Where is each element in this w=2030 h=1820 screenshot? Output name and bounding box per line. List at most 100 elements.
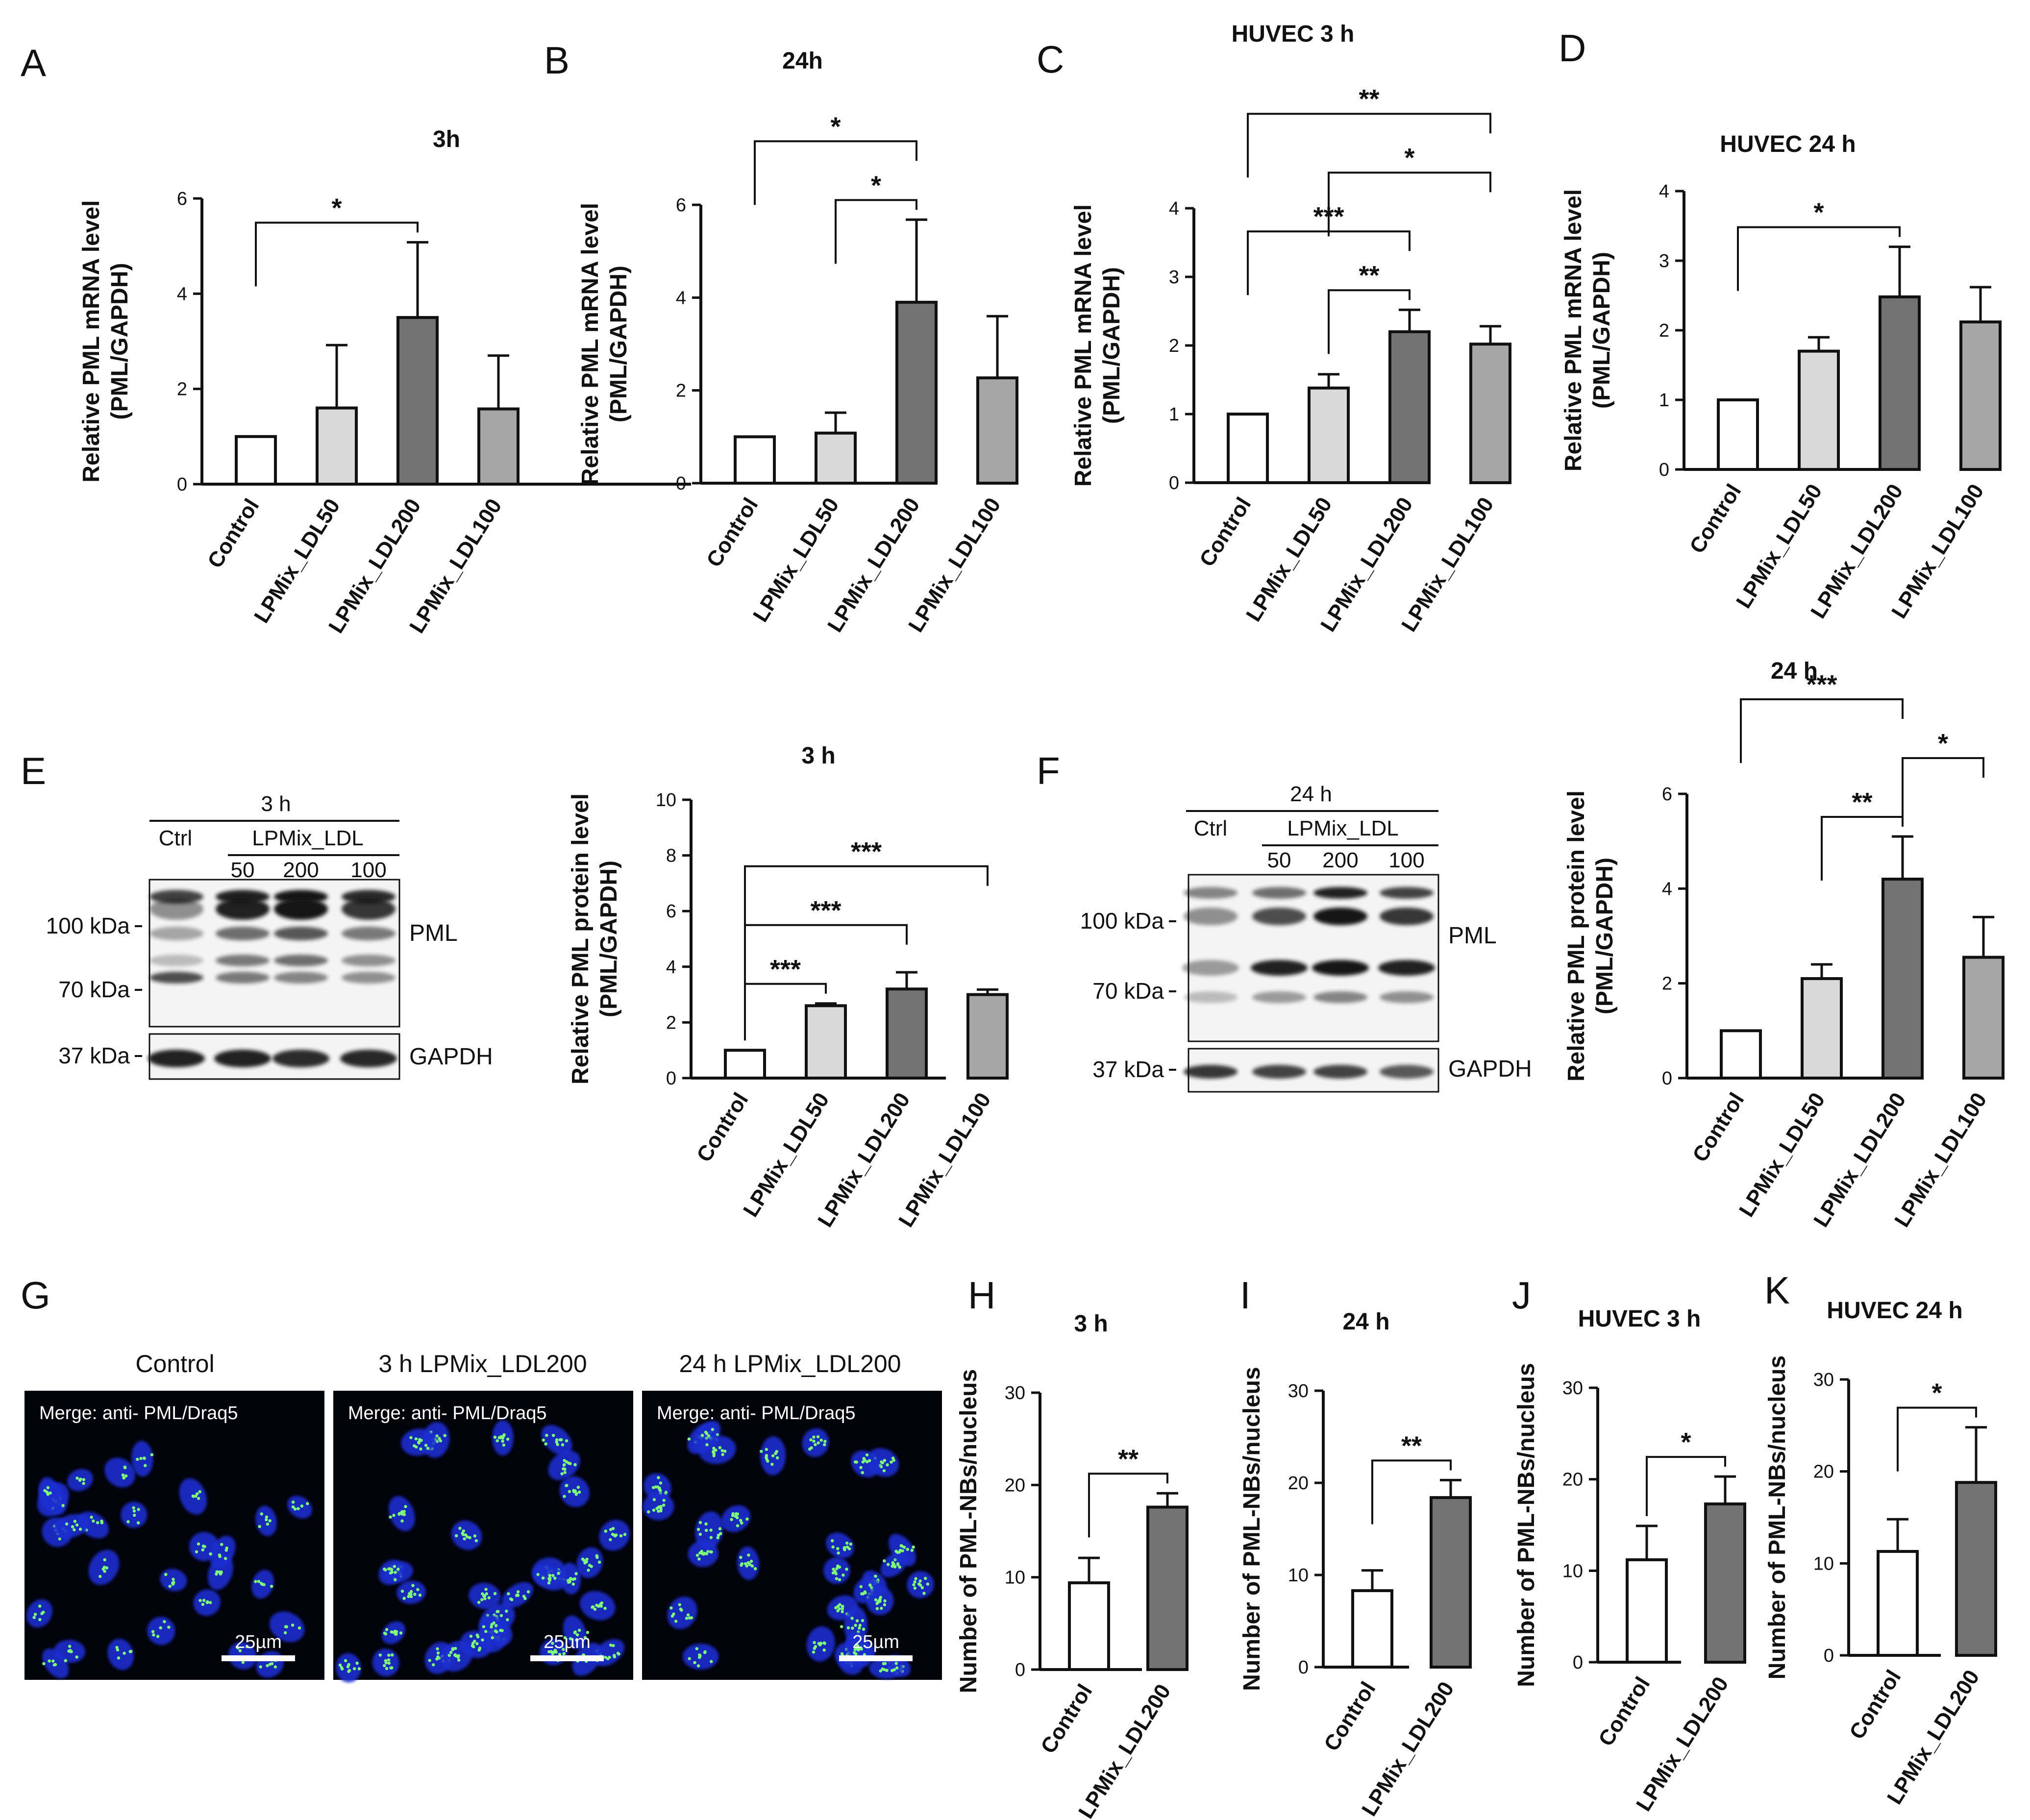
pml-nb-dot bbox=[576, 1485, 580, 1489]
pml-nb-dot bbox=[562, 1648, 565, 1651]
pml-nb-dot bbox=[604, 1529, 608, 1533]
pml-nb-dot bbox=[652, 1498, 656, 1501]
bar-lpmix-ldl200 bbox=[895, 300, 938, 485]
blot-band bbox=[216, 927, 270, 940]
pml-nb-dot bbox=[202, 1599, 206, 1602]
blot-band bbox=[342, 972, 396, 984]
y-axis-label: Relative PML protein level bbox=[1563, 790, 1589, 1082]
y-tick-label: 4 bbox=[1169, 198, 1179, 219]
pml-nb-dot bbox=[159, 1626, 162, 1630]
blot-band bbox=[1182, 960, 1239, 976]
pml-nb-dot bbox=[573, 1463, 577, 1467]
significance-bracket bbox=[1737, 226, 1901, 291]
y-axis-label: (PML/GAPDH) bbox=[107, 263, 133, 420]
pml-nb-dot bbox=[499, 1435, 503, 1438]
y-tick-label: 1 bbox=[1659, 390, 1669, 411]
pml-nb-dot bbox=[208, 1601, 212, 1604]
pml-nb-dot bbox=[696, 1527, 700, 1531]
significance-label: *** bbox=[770, 955, 801, 984]
pml-nb-dot bbox=[46, 1493, 50, 1496]
pml-nb-dot bbox=[563, 1495, 566, 1498]
blot-band bbox=[1380, 908, 1434, 925]
pml-nb-dot bbox=[719, 1532, 722, 1535]
bar-control bbox=[1720, 1029, 1762, 1080]
pml-nb-dot bbox=[409, 1436, 413, 1439]
pml-nb-dot bbox=[817, 1441, 820, 1445]
pml-nb-dot bbox=[502, 1443, 506, 1447]
pml-nb-dot bbox=[548, 1574, 551, 1577]
pml-nb-dot bbox=[164, 1573, 168, 1576]
blot-e-dose-50: 50 bbox=[231, 858, 255, 882]
pml-nb-dot bbox=[698, 1521, 702, 1525]
blot-e-ctrl-label: Ctrl bbox=[159, 826, 192, 850]
pml-nb-dot bbox=[291, 1500, 295, 1504]
chart-d: HUVEC 24 h 0 1 2 3 4 Relative PML mRNA level (P… bbox=[1560, 131, 2002, 623]
y-tick-label: 20 bbox=[1288, 1473, 1309, 1494]
micrograph-3h-ldl200: Merge: anti- PML/Draq5 25µm bbox=[333, 1391, 633, 1683]
pml-nb-dot bbox=[611, 1527, 615, 1530]
y-tick-label: 10 bbox=[1288, 1565, 1309, 1586]
significance-label: * bbox=[871, 171, 881, 200]
pml-nb-dot bbox=[71, 1525, 74, 1528]
panel-letter-f: F bbox=[1037, 749, 1060, 792]
micrograph-overlay-label: Merge: anti- PML/Draq5 bbox=[39, 1403, 238, 1424]
chart-j: HUVEC 3 h 0 10 20 30 Number of PML-NBs/nucleu… bbox=[1513, 1306, 1746, 1816]
pml-nb-dot bbox=[555, 1438, 559, 1442]
chart-d-title: HUVEC 24 h bbox=[1720, 131, 1856, 157]
blot-band bbox=[1184, 908, 1238, 925]
pml-nb-dot bbox=[167, 1625, 171, 1629]
pml-nb-dot bbox=[105, 1566, 109, 1570]
pml-nb-dot bbox=[390, 1653, 394, 1657]
x-tick-label: LPMix_LDL50 bbox=[739, 1088, 834, 1221]
pml-nb-dot bbox=[168, 1584, 172, 1588]
pml-nb-dot bbox=[886, 1463, 889, 1467]
pml-nb-dot bbox=[700, 1549, 704, 1553]
blot-band bbox=[214, 1050, 271, 1067]
pml-nb-dot bbox=[569, 1637, 572, 1641]
pml-nb-dot bbox=[270, 1584, 273, 1588]
blot-f-marker-100: 100 kDa bbox=[1080, 908, 1164, 934]
pml-nb-dot bbox=[64, 1659, 68, 1663]
pml-nb-dot bbox=[438, 1656, 441, 1660]
significance-bracket bbox=[1821, 816, 1904, 881]
pml-nb-dot bbox=[840, 1625, 843, 1628]
blot-f-ctrl-label: Ctrl bbox=[1194, 816, 1227, 840]
pml-nb-dot bbox=[657, 1509, 660, 1513]
pml-nb-dot bbox=[413, 1593, 417, 1596]
x-tick-label: LPMix_LDL50 bbox=[748, 493, 843, 626]
pml-nb-dot bbox=[42, 1662, 46, 1666]
pml-nb-dot bbox=[150, 1453, 154, 1456]
blot-band bbox=[274, 898, 328, 920]
pml-nb-dot bbox=[731, 1514, 735, 1517]
pml-nb-dot bbox=[396, 1568, 400, 1571]
bar-lpmix-ldl100 bbox=[1959, 320, 2002, 471]
significance-bracket bbox=[255, 221, 419, 287]
pml-nb-dot bbox=[558, 1438, 562, 1442]
pml-nb-dot bbox=[297, 1507, 300, 1510]
pml-nb-dot bbox=[561, 1443, 565, 1447]
pml-nb-dot bbox=[604, 1655, 607, 1659]
pml-nb-dot bbox=[910, 1549, 914, 1552]
pml-nb-dot bbox=[882, 1662, 886, 1666]
bar-control bbox=[724, 1049, 766, 1080]
pml-nb-dot bbox=[115, 1646, 119, 1649]
pml-nb-dot bbox=[849, 1542, 853, 1546]
micrographs-g: Control 3 h LPMix_LDL200 24 h LPMix_LDL2… bbox=[25, 1350, 942, 1683]
pml-nb-dot bbox=[659, 1509, 663, 1513]
pml-nb-dot bbox=[587, 1569, 590, 1572]
pml-nb-dot bbox=[709, 1536, 713, 1539]
pml-nb-dot bbox=[133, 1513, 136, 1517]
blot-band bbox=[342, 927, 396, 940]
pml-nb-dot bbox=[266, 1664, 269, 1668]
pml-nb-dot bbox=[573, 1489, 577, 1493]
pml-nb-dot bbox=[426, 1447, 430, 1450]
pml-nb-dot bbox=[224, 1549, 228, 1552]
micrograph-24h-ldl200: Merge: anti- PML/Draq5 25µm bbox=[642, 1391, 942, 1680]
pml-nb-dot bbox=[662, 1499, 666, 1502]
pml-nb-dot bbox=[75, 1523, 79, 1527]
pml-nb-dot bbox=[714, 1449, 718, 1452]
y-tick-label: 20 bbox=[1813, 1462, 1834, 1482]
y-tick-label: 10 bbox=[656, 790, 676, 811]
pml-nb-dot bbox=[390, 1666, 394, 1670]
pml-nb-dot bbox=[132, 1506, 135, 1510]
